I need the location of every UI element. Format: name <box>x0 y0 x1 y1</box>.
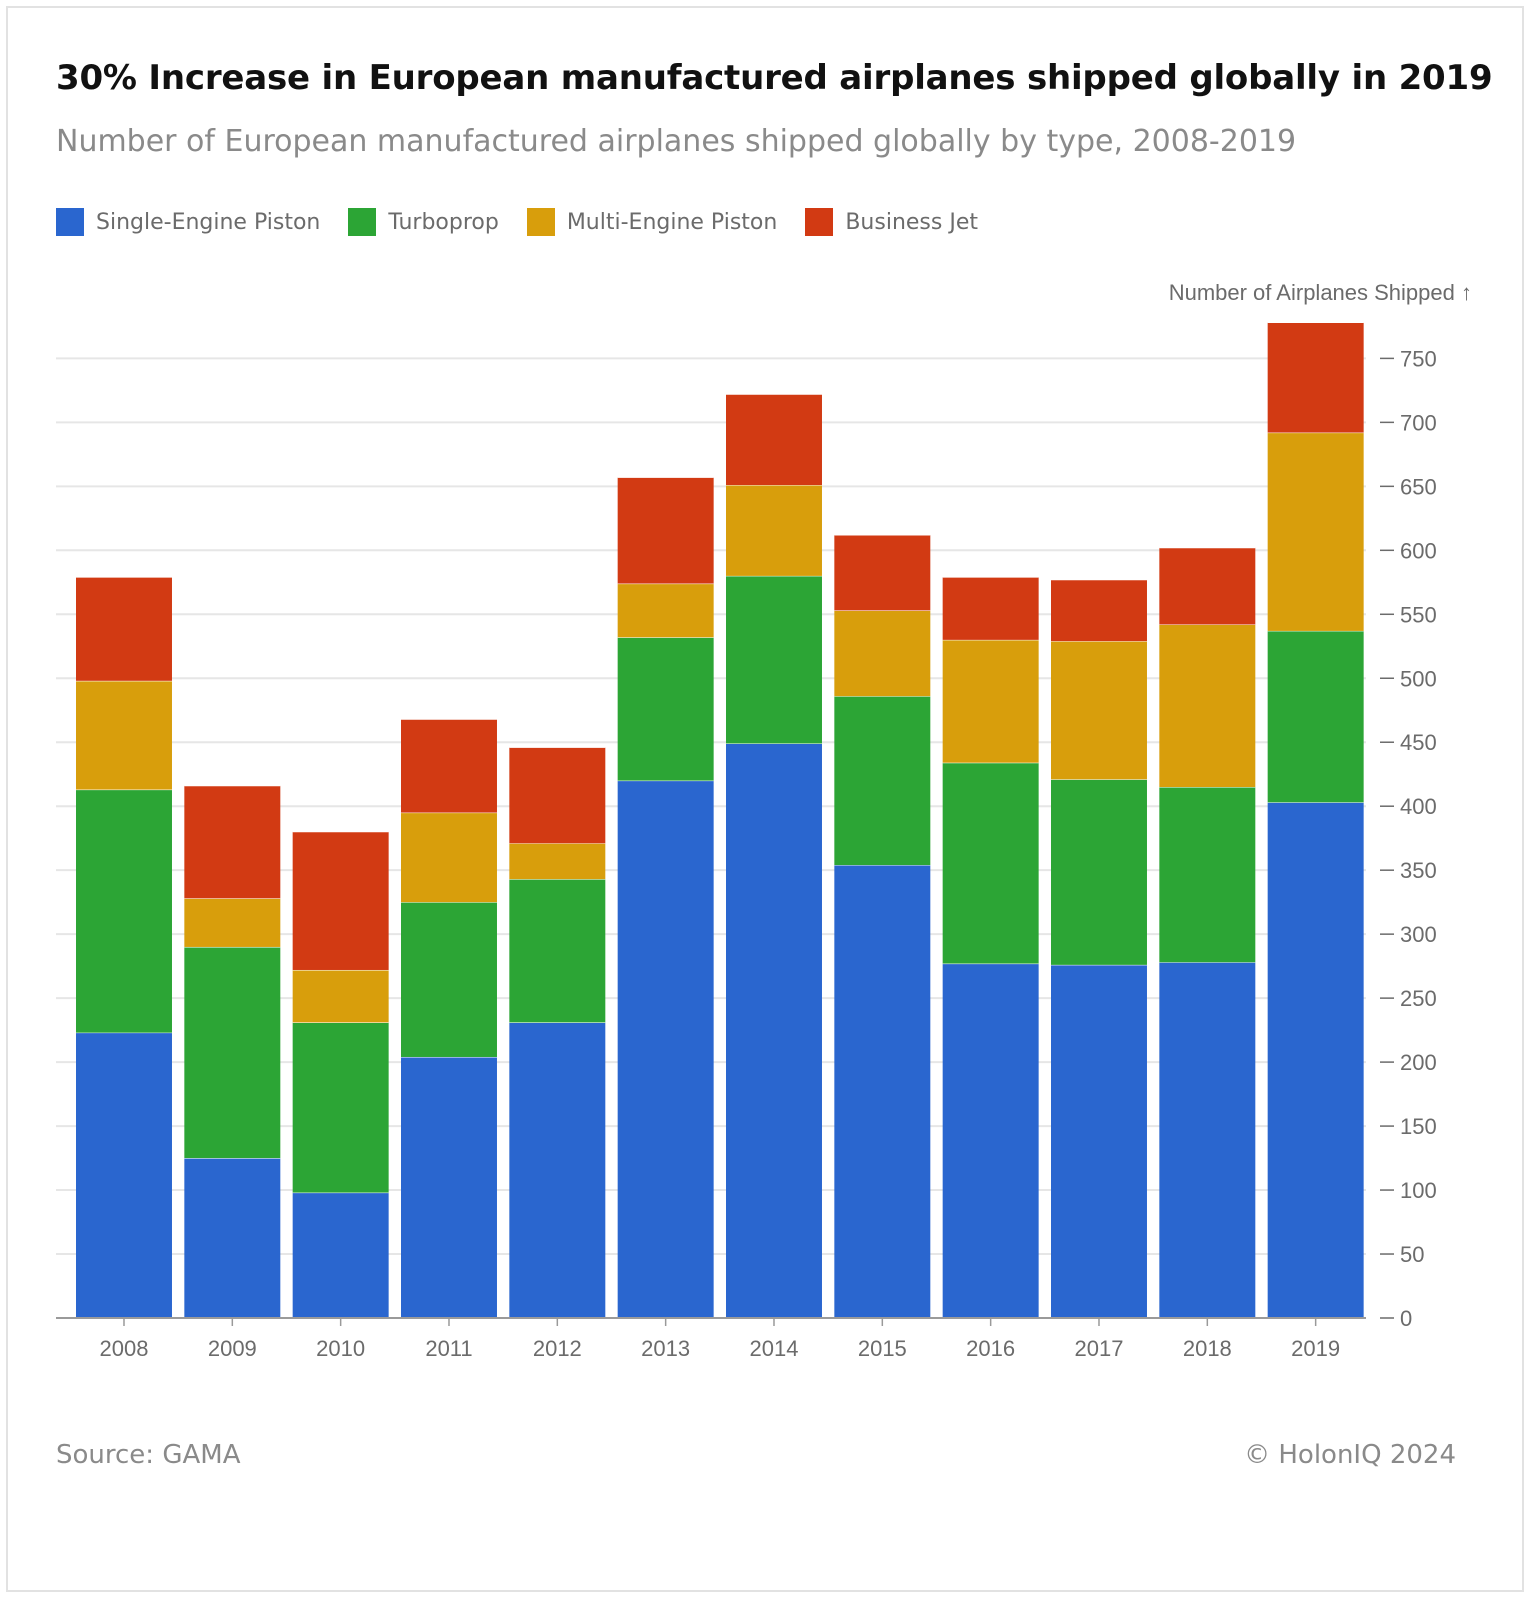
legend-label: Business Jet <box>845 209 978 235</box>
legend: Single-Engine Piston Turboprop Multi-Engin… <box>56 208 1006 236</box>
y-tick-label: 250 <box>1400 986 1437 1011</box>
y-tick-label: 0 <box>1400 1306 1412 1331</box>
x-tick-label: 2017 <box>1075 1336 1124 1361</box>
x-tick-label: 2011 <box>425 1336 472 1361</box>
bar-segment <box>509 747 606 844</box>
x-tick-label: 2016 <box>966 1336 1015 1361</box>
y-tick-label: 600 <box>1400 538 1437 563</box>
bar-segment <box>184 898 281 947</box>
y-tick-label: 650 <box>1400 474 1437 499</box>
bar-segment <box>401 1056 497 1318</box>
bar-segment <box>401 812 497 903</box>
legend-swatch <box>805 208 834 236</box>
bar-segment <box>184 785 281 899</box>
bar-segment <box>617 637 714 781</box>
bar-segment <box>292 1022 389 1193</box>
bar-segment <box>942 963 1039 1318</box>
bar-segment <box>76 680 172 790</box>
bar-segment <box>726 743 822 1318</box>
bar-segment <box>1267 630 1364 803</box>
x-tick-label: 2008 <box>100 1336 149 1361</box>
bar-segment <box>1051 579 1147 642</box>
bar-segment <box>942 577 1039 640</box>
y-tick-label: 300 <box>1400 922 1437 947</box>
bar-segment <box>76 1032 172 1318</box>
chart-subtitle: Number of European manufactured airplane… <box>56 124 1297 159</box>
x-tick-label: 2009 <box>208 1336 257 1361</box>
legend-label: Multi-Engine Piston <box>566 209 778 235</box>
legend-swatch <box>348 208 377 236</box>
y-tick-label: 550 <box>1400 602 1437 627</box>
bar-segment <box>292 969 389 1023</box>
x-tick-label: 2015 <box>858 1336 907 1361</box>
bar-segment <box>1267 432 1364 631</box>
bar-segment <box>1267 802 1364 1318</box>
y-tick-label: 150 <box>1400 1114 1437 1139</box>
bar-segment <box>942 762 1039 964</box>
legend-item-turboprop: Turboprop <box>348 208 499 236</box>
x-tick-label: 2019 <box>1291 1336 1340 1361</box>
bar-segment <box>509 879 606 1023</box>
bar-segment <box>726 575 822 744</box>
bar-segment <box>1051 641 1147 780</box>
bar-segment <box>617 780 714 1318</box>
bar-segment <box>76 789 172 1033</box>
bar-segment <box>834 534 931 611</box>
legend-label: Turboprop <box>388 209 499 235</box>
x-tick-label: 2013 <box>641 1336 690 1361</box>
x-tick-label: 2014 <box>750 1336 799 1361</box>
bar-segment <box>834 696 931 866</box>
x-tick-label: 2012 <box>533 1336 582 1361</box>
bar-segment <box>1051 779 1147 965</box>
bar-segment <box>726 485 822 576</box>
y-tick-label: 100 <box>1400 1178 1437 1203</box>
copyright-note: © HolonIQ 2024 <box>1244 1440 1456 1470</box>
bar-segment <box>942 639 1039 763</box>
x-tick-label: 2018 <box>1183 1336 1232 1361</box>
chart-title: 30% Increase in European manufactured ai… <box>56 58 1493 98</box>
bar-segment <box>509 843 606 880</box>
bar-segment <box>617 583 714 638</box>
y-tick-label: 700 <box>1400 410 1437 435</box>
bar-segment <box>1159 962 1256 1318</box>
y-tick-label: 200 <box>1400 1050 1437 1075</box>
legend-swatch <box>56 208 84 236</box>
legend-item-single-engine-piston: Single-Engine Piston <box>56 208 320 236</box>
bar-segment <box>401 719 497 813</box>
bar-segment <box>1159 547 1256 625</box>
bar-segment <box>76 577 172 681</box>
bar-segment <box>617 477 714 584</box>
bar-segment <box>292 831 389 970</box>
y-tick-label: 450 <box>1400 730 1437 755</box>
bar-segment <box>401 902 497 1057</box>
y-tick-label: 500 <box>1400 666 1437 691</box>
y-axis-title: Number of Airplanes Shipped ↑ <box>1168 280 1472 305</box>
x-tick-label: 2010 <box>316 1336 365 1361</box>
legend-item-multi-engine-piston: Multi-Engine Piston <box>526 208 778 236</box>
bar-segment <box>1051 964 1147 1318</box>
y-tick-label: 50 <box>1400 1242 1424 1267</box>
bar-segment <box>184 1158 281 1318</box>
bar-segment <box>292 1192 389 1318</box>
bar-segment <box>1159 787 1256 963</box>
source-note: Source: GAMA <box>56 1440 241 1470</box>
bar-segment <box>509 1022 606 1318</box>
bar-segment <box>834 610 931 697</box>
y-tick-label: 400 <box>1400 794 1437 819</box>
bar-segment <box>834 865 931 1318</box>
bar-segment <box>184 946 281 1159</box>
bar-segment <box>1159 624 1256 788</box>
y-tick-label: 350 <box>1400 858 1437 883</box>
bar-segment <box>1267 322 1364 433</box>
legend-label: Single-Engine Piston <box>96 209 321 235</box>
y-tick-label: 750 <box>1400 346 1437 371</box>
legend-item-business-jet: Business Jet <box>805 208 978 236</box>
bar-segment <box>726 394 822 486</box>
legend-swatch <box>526 208 555 236</box>
